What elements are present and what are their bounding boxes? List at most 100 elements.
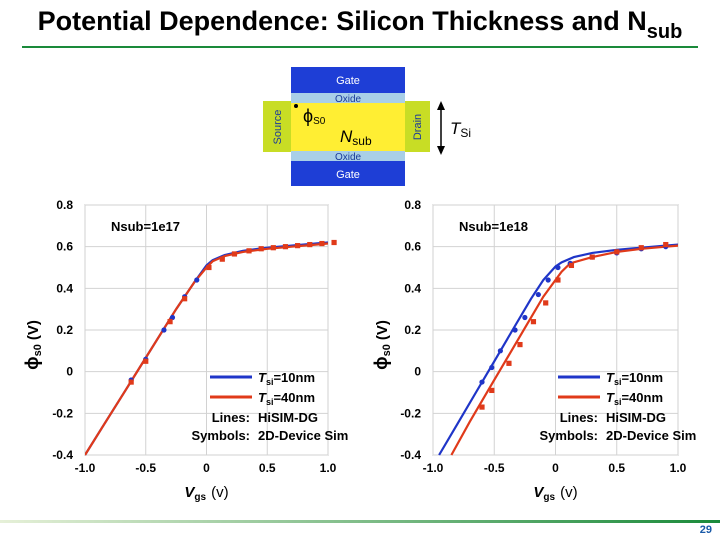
data-point-tsi-40nm [246, 248, 252, 254]
phi-s0-symbol: ϕ [303, 106, 313, 126]
data-point-tsi-40nm [555, 277, 561, 283]
x-axis-unit: (v) [211, 484, 229, 501]
nsub-annotation: Nsub=1e17 [111, 219, 180, 234]
data-point-tsi-10nm [479, 379, 485, 385]
data-point-tsi-40nm [128, 379, 134, 385]
footer-line [0, 520, 720, 523]
tsi-arrow-head-top [437, 101, 445, 110]
slide-title-main: Potential Dependence: Silicon Thickness … [37, 6, 647, 36]
tsi-symbol: T [450, 119, 462, 138]
data-point-tsi-10nm [161, 327, 167, 333]
data-point-tsi-40nm [331, 239, 337, 246]
nsub-label: Nsub [340, 127, 372, 148]
phi-s0-label: ϕS0 [303, 106, 326, 127]
y-axis-sub: s0 [381, 344, 393, 356]
legend-lines-value: HiSIM-DG [258, 410, 318, 425]
legend-symbol-sub: si [266, 397, 274, 407]
y-tick-label: 0.6 [56, 240, 73, 254]
legend-symbols-key: Symbols: [539, 428, 598, 443]
x-tick-label: -1.0 [75, 461, 96, 475]
series-line-tsi-40nm [450, 244, 678, 456]
bottom-gate [291, 161, 405, 186]
y-axis-unit: (V) [25, 320, 42, 340]
device-schematic: Gate Oxide Source Drain Oxide Gate ϕS0 N… [263, 67, 471, 186]
y-tick-label: 0.4 [56, 281, 73, 295]
x-axis-symbol: V [533, 484, 545, 501]
legend-label-tsi-10nm: Tsi=10nm [606, 370, 663, 387]
drain-region [405, 101, 430, 152]
y-axis-symbol: ϕ [371, 356, 391, 370]
page-number: 29 [699, 524, 712, 536]
data-point-tsi-40nm [182, 296, 188, 302]
y-tick-label: 0.6 [404, 240, 421, 254]
slide-title-sub: sub [646, 21, 683, 43]
top-oxide-label: Oxide [335, 94, 362, 105]
legend-lines-key: Lines: [212, 410, 250, 425]
silicon-body [291, 103, 405, 151]
legend-label-tsi-10nm: Tsi=10nm [258, 370, 315, 387]
legend-value: =10nm [621, 370, 663, 385]
top-oxide [291, 93, 405, 103]
legend-symbols-value: 2D-Device Sim [606, 428, 696, 443]
data-point-tsi-40nm [258, 246, 264, 252]
title-underline [22, 46, 698, 48]
data-point-tsi-40nm [663, 241, 669, 248]
y-tick-label: 0.4 [404, 281, 421, 295]
data-point-tsi-40nm [517, 341, 523, 348]
y-tick-label: 0 [66, 365, 73, 379]
x-tick-label: -0.5 [484, 461, 505, 475]
data-point-tsi-40nm [543, 300, 549, 306]
bottom-gate-label: Gate [336, 169, 360, 181]
data-point-tsi-10nm [555, 264, 561, 271]
chart-nsub-1e17: 0.8 0.6 0.4 0.2 0 -0.2 -0.4-1.0 -0.5 0 0.5 1.0 Nsub… [22, 198, 348, 503]
y-axis-label: ϕs0 (V) [22, 320, 44, 370]
data-point-tsi-10nm [522, 314, 528, 321]
legend-symbols-value: 2D-Device Sim [258, 428, 348, 443]
legend-label-tsi-40nm: Tsi=40nm [258, 390, 315, 407]
x-tick-label: 0 [552, 461, 559, 475]
bottom-oxide [291, 151, 405, 161]
data-point-tsi-40nm [167, 319, 173, 325]
legend-lines-value: HiSIM-DG [606, 410, 666, 425]
data-point-tsi-10nm [194, 277, 200, 283]
top-gate-label: Gate [336, 75, 360, 87]
tsi-label: TSi [450, 119, 471, 140]
data-point-tsi-10nm [545, 277, 551, 283]
data-point-tsi-40nm [638, 245, 644, 251]
data-point-tsi-40nm [319, 240, 325, 247]
legend-value: =40nm [273, 390, 315, 405]
data-point-tsi-40nm [206, 264, 212, 271]
y-tick-label: 0.2 [56, 323, 73, 337]
data-point-tsi-40nm [219, 256, 225, 262]
x-axis-sub: gs [543, 492, 555, 503]
data-point-tsi-10nm [169, 314, 176, 321]
x-axis-sub: gs [194, 492, 206, 503]
x-tick-label: 1.0 [670, 461, 687, 475]
x-tick-label: 1.0 [320, 461, 337, 475]
data-point-tsi-40nm [568, 262, 575, 269]
x-tick-label: 0.5 [259, 461, 276, 475]
bottom-oxide-label: Oxide [335, 152, 362, 163]
x-tick-label: 0.5 [608, 461, 625, 475]
y-tick-label: -0.2 [52, 406, 73, 420]
data-point-tsi-40nm [479, 404, 485, 410]
data-point-tsi-40nm [143, 358, 149, 364]
chart-nsub-1e18: 0.8 0.6 0.4 0.2 0 -0.2 -0.4-1.0 -0.5 0 0.5 1.0 Nsub… [371, 198, 696, 503]
y-tick-label: 0.8 [56, 198, 73, 212]
data-point-tsi-10nm [489, 364, 495, 371]
y-axis-unit: (V) [374, 320, 391, 340]
data-point-tsi-40nm [506, 360, 512, 366]
nsub-sub: sub [352, 134, 372, 148]
legend-label-tsi-40nm: Tsi=40nm [606, 390, 663, 407]
y-axis-symbol: ϕ [22, 356, 42, 370]
legend-lines-key: Lines: [560, 410, 598, 425]
x-axis-unit: (v) [560, 484, 578, 501]
y-axis-sub: s0 [32, 344, 44, 356]
data-point-tsi-40nm [614, 249, 620, 255]
phi-s0-point [294, 104, 298, 108]
legend-symbols-key: Symbols: [191, 428, 250, 443]
x-axis-label: Vgs (v) [184, 484, 228, 503]
data-point-tsi-40nm [231, 251, 238, 257]
nsub-symbol: N [340, 127, 353, 146]
